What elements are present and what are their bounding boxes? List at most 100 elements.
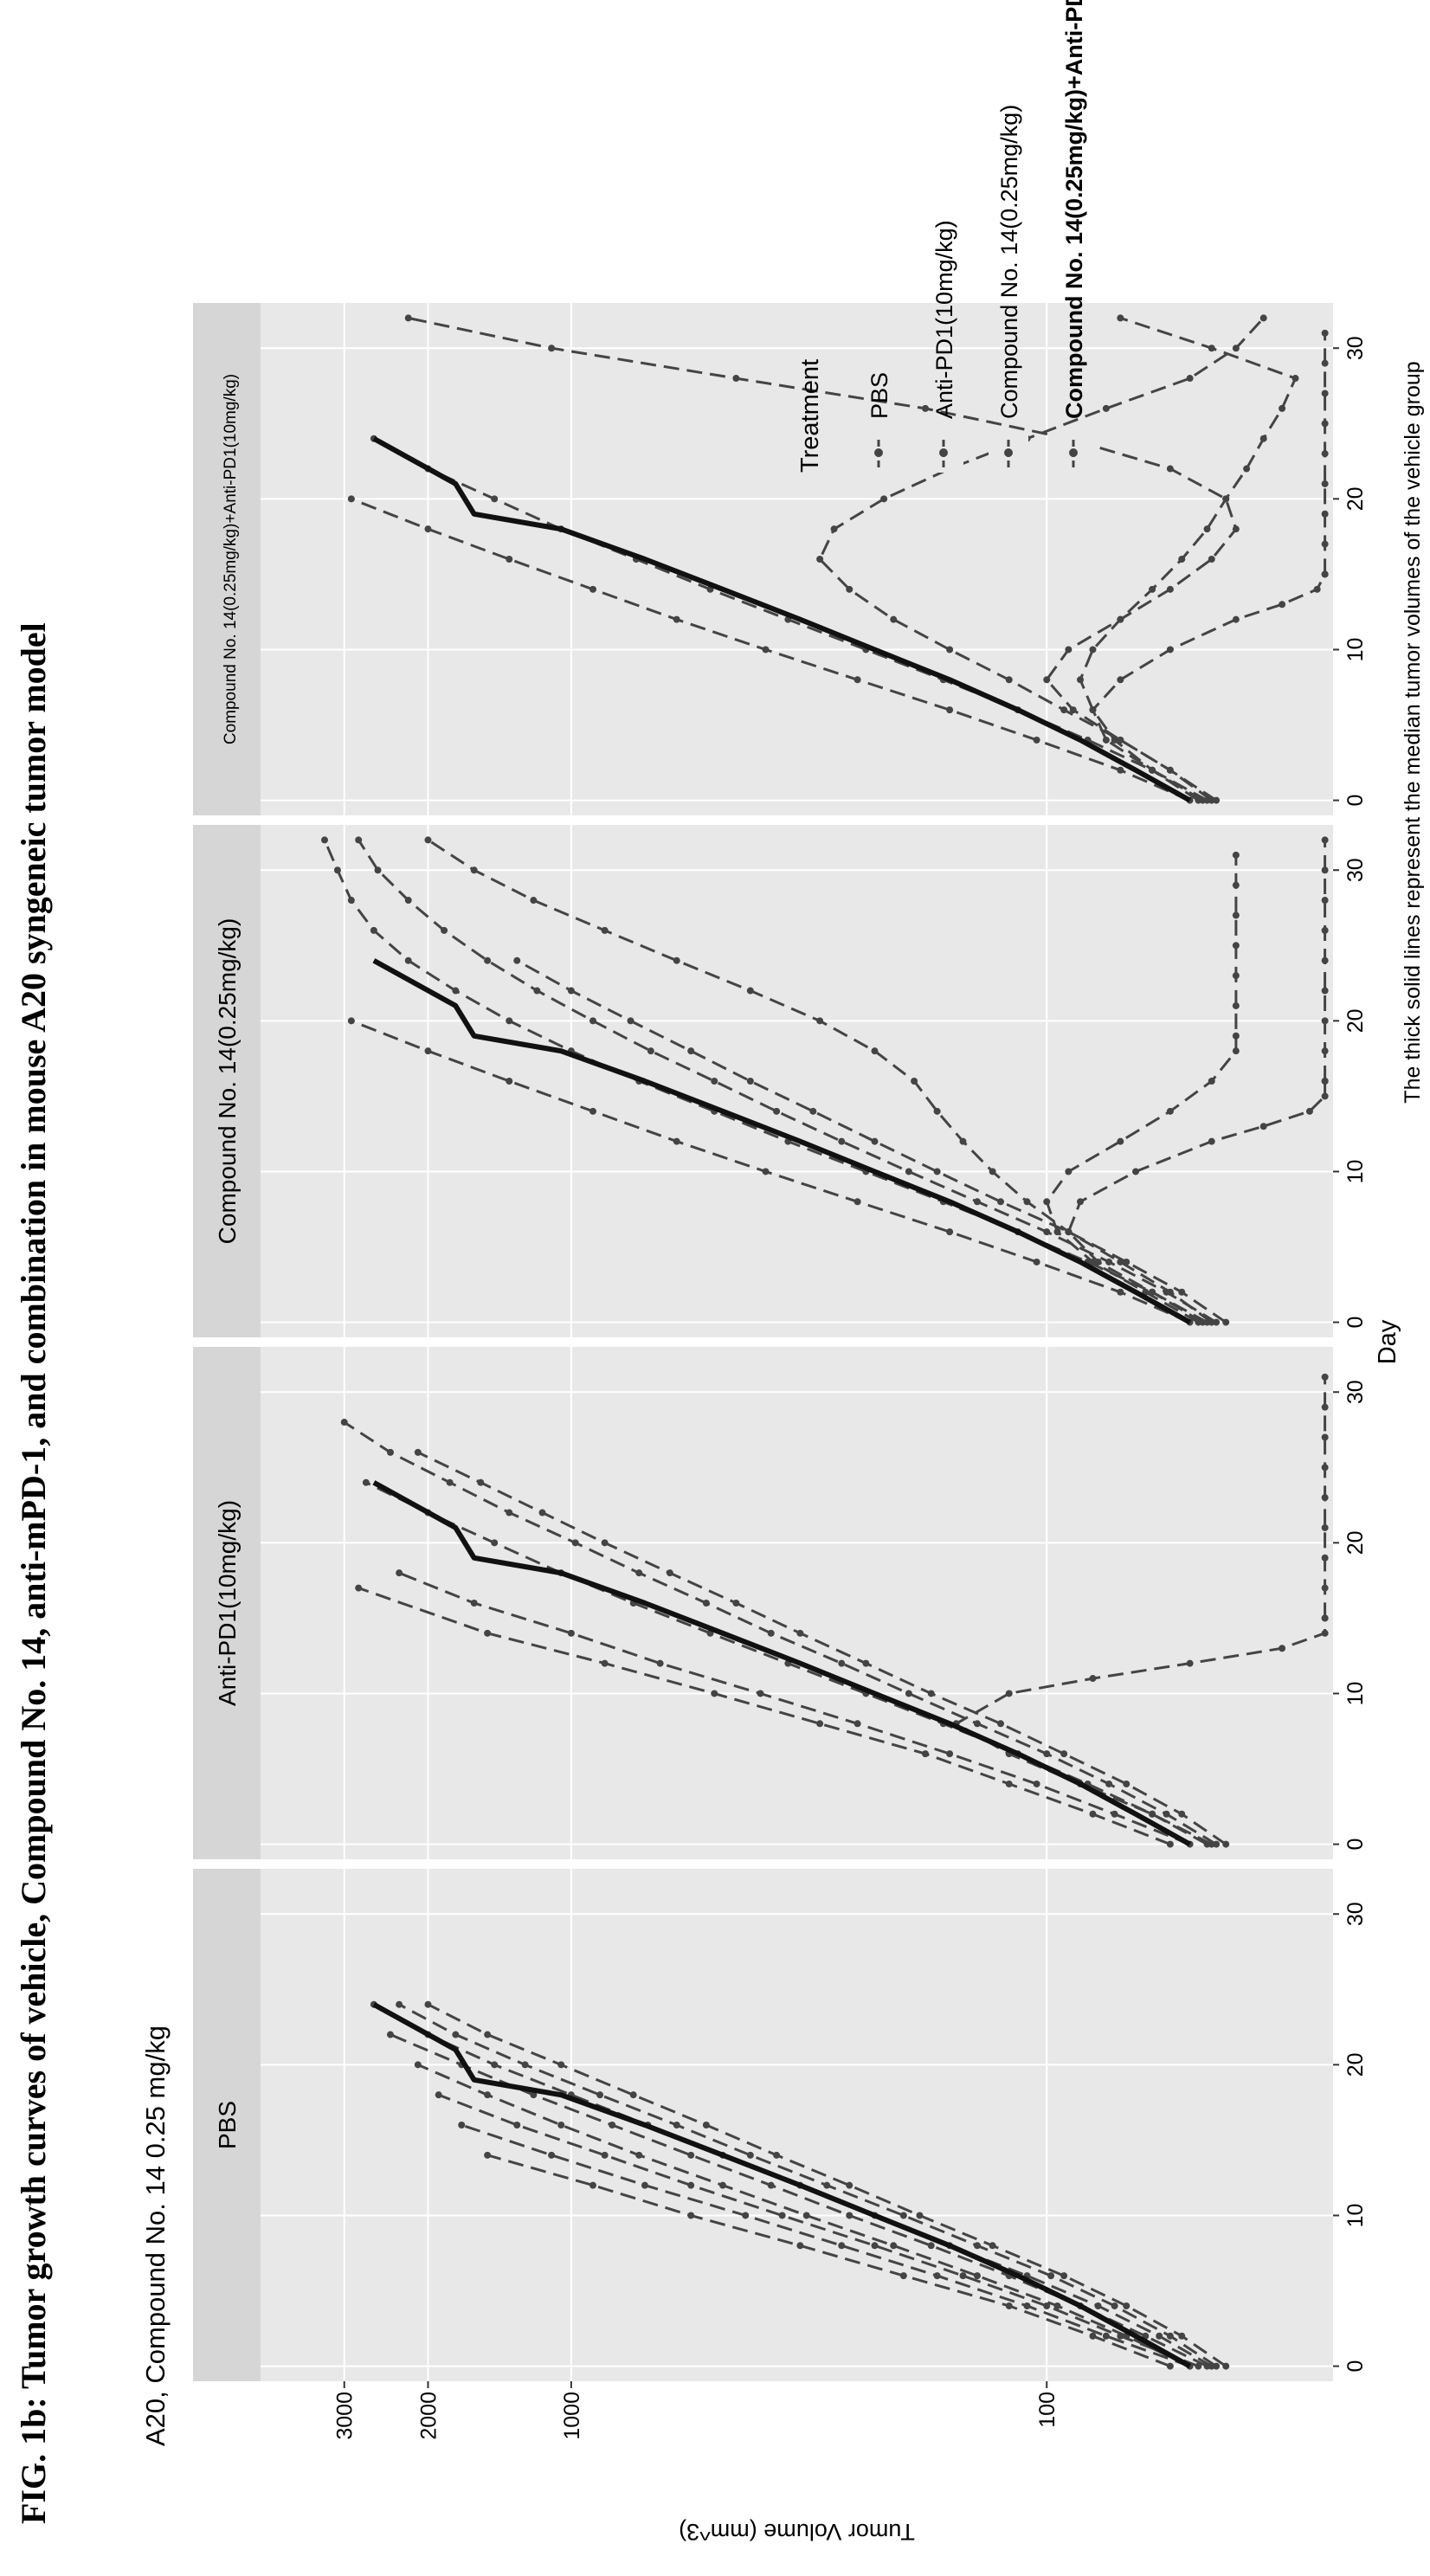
data-point	[601, 2151, 609, 2159]
data-point	[1321, 1614, 1329, 1622]
data-point	[452, 987, 460, 995]
y-tick-label: 2000	[416, 2392, 441, 2440]
data-point	[796, 2242, 804, 2250]
data-point	[1094, 1258, 1102, 1265]
x-tick-label: 20	[1343, 1530, 1368, 1555]
data-point	[424, 1047, 432, 1055]
data-point	[530, 2091, 538, 2099]
data-point	[933, 2272, 941, 2280]
data-point	[905, 1168, 912, 1175]
data-point	[1321, 836, 1329, 844]
data-point	[1232, 1001, 1240, 1009]
data-point	[347, 495, 355, 503]
data-point	[1166, 465, 1174, 473]
series-line-6	[1091, 573, 1326, 802]
data-point	[1043, 1228, 1051, 1236]
data-point	[491, 495, 499, 503]
facet-panels: 0 10 20 30 PBS 0 10 20 30 Anti-PD1(10mg/kg) 0 10 20 3…	[193, 303, 1368, 2381]
data-point	[1279, 601, 1286, 609]
data-point	[711, 1690, 718, 1697]
panel-strip-title: Compound No. 14(0.25mg/kg)	[214, 918, 241, 1245]
data-point	[862, 1659, 870, 1667]
x-tick-label: 20	[1343, 1008, 1368, 1033]
data-point	[1166, 1840, 1174, 1848]
median-line	[372, 958, 1192, 1325]
footnote: The thick solid lines represent the medi…	[1401, 361, 1425, 1103]
data-point	[1232, 851, 1240, 859]
data-point	[538, 1509, 546, 1517]
data-point	[796, 1629, 804, 1637]
data-point	[1199, 1318, 1207, 1326]
panel-background	[261, 1347, 1333, 1859]
data-point	[1232, 972, 1240, 980]
data-point	[435, 2091, 442, 2099]
data-point	[927, 1690, 935, 1697]
x-tick-label: 0	[1343, 795, 1368, 807]
data-point	[1089, 1810, 1097, 1818]
data-point	[656, 1659, 664, 1667]
data-point	[1208, 796, 1215, 804]
x-tick-label: 30	[1343, 1902, 1368, 1926]
legend-label: PBS	[866, 372, 892, 419]
data-point	[557, 2061, 565, 2069]
series-line-5	[818, 317, 1265, 802]
data-point	[762, 1168, 770, 1175]
data-point	[1156, 2332, 1163, 2340]
data-point	[396, 2000, 403, 2008]
legend-key-point	[1069, 448, 1078, 457]
data-point	[946, 646, 954, 654]
data-point	[666, 1569, 673, 1577]
data-point	[1321, 926, 1329, 934]
data-point	[1321, 956, 1329, 964]
data-point	[846, 585, 853, 593]
data-point	[899, 2272, 907, 2280]
data-point	[1321, 1523, 1329, 1531]
data-point	[1043, 1198, 1051, 1206]
data-point	[1321, 1373, 1329, 1381]
data-point	[1321, 1017, 1329, 1025]
data-point	[1033, 1780, 1040, 1787]
legend-label: Anti-PD1(10mg/kg)	[931, 220, 957, 419]
data-point	[921, 1750, 929, 1758]
data-point	[1033, 1258, 1040, 1265]
data-point	[1232, 1047, 1240, 1055]
data-point	[513, 956, 521, 964]
data-point	[1321, 1584, 1329, 1592]
data-point	[484, 2091, 492, 2099]
data-point	[1117, 676, 1124, 684]
data-point	[997, 1720, 1005, 1728]
panel-strip	[193, 303, 261, 815]
data-point	[816, 1017, 824, 1025]
data-point	[641, 2181, 648, 2189]
data-point	[1065, 1228, 1072, 1236]
data-point	[414, 1448, 422, 1456]
data-point	[880, 495, 888, 503]
data-point	[1321, 540, 1329, 548]
data-point	[470, 866, 478, 874]
data-point	[959, 2272, 967, 2280]
data-point	[1321, 1629, 1329, 1637]
data-point	[946, 1750, 954, 1758]
data-point	[1321, 1464, 1329, 1472]
legend-label: Compound No. 14(0.25mg/kg)	[996, 105, 1022, 419]
data-point	[1321, 1494, 1329, 1502]
data-point	[916, 2212, 924, 2219]
data-point	[989, 2242, 996, 2250]
data-point	[1222, 1318, 1230, 1326]
data-point	[355, 1584, 363, 1592]
data-point	[1213, 2362, 1221, 2370]
y-axis: 100 1000 2000 3000	[333, 2381, 1060, 2440]
data-point	[742, 2212, 750, 2219]
data-point	[838, 2242, 846, 2250]
series-line-5	[417, 1451, 1227, 1845]
data-point	[1149, 585, 1156, 593]
data-point	[1102, 404, 1110, 412]
data-point	[899, 2212, 907, 2219]
data-point	[853, 676, 861, 684]
x-tick-label: 10	[1343, 1682, 1368, 1706]
data-point	[1123, 2302, 1130, 2309]
data-point	[1321, 866, 1329, 874]
data-point	[1232, 345, 1240, 352]
data-point	[1149, 766, 1156, 774]
data-point	[596, 2091, 604, 2099]
